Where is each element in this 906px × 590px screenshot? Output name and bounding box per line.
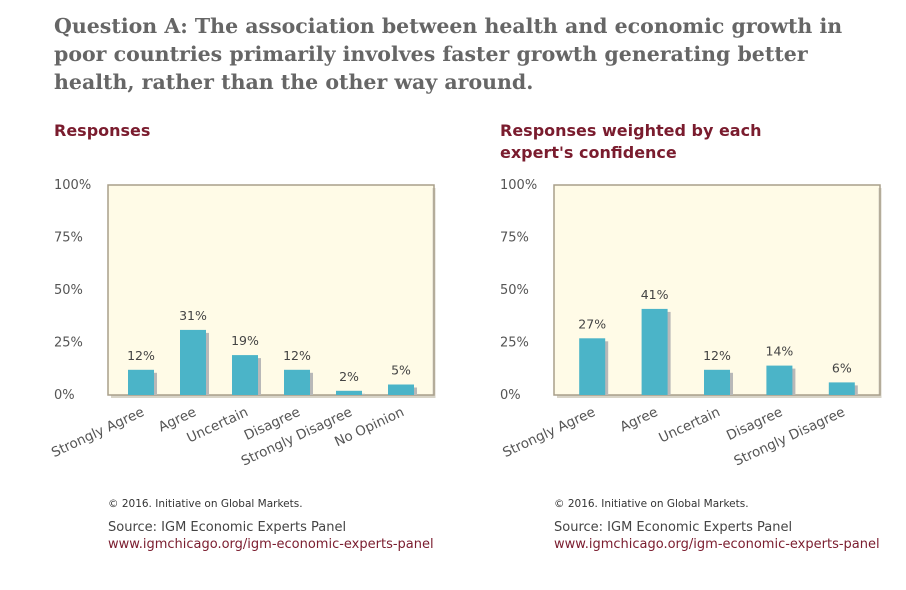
x-tick-label: Agree [618, 404, 661, 435]
source-link[interactable]: www.igmchicago.org/igm-economic-experts-… [554, 537, 880, 552]
plot-area [108, 185, 434, 395]
data-label: 27% [578, 316, 606, 331]
data-label: 12% [127, 348, 155, 363]
weighted-responses-chart: 0% 25% 50% 75% 100% 27% Strongly Agree 41% Agree… [500, 178, 882, 470]
question-title: Question A: The association between heal… [54, 14, 843, 94]
copyright-text: © 2016. Initiative on Global Markets. [554, 498, 749, 510]
data-label: 5% [391, 363, 411, 378]
plot-area [554, 185, 880, 395]
y-tick-label: 100% [54, 178, 91, 193]
responses-panel: Responses 0% 25% 50% 75% 100% 12% Strongly Agr… [0, 0, 450, 590]
data-label: 31% [179, 308, 207, 323]
bar [232, 355, 258, 395]
data-label: 2% [339, 369, 359, 384]
panel-title: Responses weighted by each expert's conf… [500, 121, 762, 162]
source-link[interactable]: www.igmchicago.org/igm-economic-experts-… [108, 537, 434, 552]
weighted-responses-panel: Responses weighted by each expert's conf… [446, 0, 896, 590]
bar [128, 369, 154, 395]
data-label: 12% [283, 348, 311, 363]
x-tick-label: Strongly Disagree [732, 404, 848, 469]
y-tick-label: 75% [54, 231, 83, 246]
source-text: Source: IGM Economic Experts Panel [108, 520, 347, 535]
data-label: 41% [641, 287, 669, 302]
data-label: 19% [231, 333, 259, 348]
bar [704, 369, 730, 395]
y-tick-label: 25% [54, 336, 83, 351]
y-tick-label: 0% [54, 388, 75, 403]
x-tick-label: Strongly Agree [49, 404, 147, 461]
y-tick-label: 100% [500, 178, 537, 193]
y-tick-label: 0% [500, 388, 521, 403]
y-tick-label: 25% [500, 336, 529, 351]
x-tick-label: Uncertain [656, 404, 722, 446]
data-label: 12% [703, 348, 731, 363]
bar [766, 365, 793, 395]
x-tick-label: Strongly Agree [500, 404, 598, 461]
source-text: Source: IGM Economic Experts Panel [554, 520, 793, 535]
y-tick-label: 50% [54, 283, 83, 298]
bar [284, 369, 310, 395]
panel-title: Responses [54, 121, 151, 140]
bar [180, 329, 206, 395]
y-tick-label: 50% [500, 283, 529, 298]
responses-chart: 0%25%50%75%100%12%Strongly Agree31%Agree… [49, 178, 436, 470]
bar [579, 338, 606, 395]
y-tick-label: 75% [500, 231, 529, 246]
bar [641, 308, 668, 395]
bar [828, 382, 855, 395]
bar [388, 384, 414, 395]
data-label: 14% [766, 344, 794, 359]
data-label: 6% [832, 360, 852, 375]
bar [336, 390, 362, 395]
copyright-text: © 2016. Initiative on Global Markets. [108, 498, 303, 510]
plot-frame [107, 184, 435, 396]
